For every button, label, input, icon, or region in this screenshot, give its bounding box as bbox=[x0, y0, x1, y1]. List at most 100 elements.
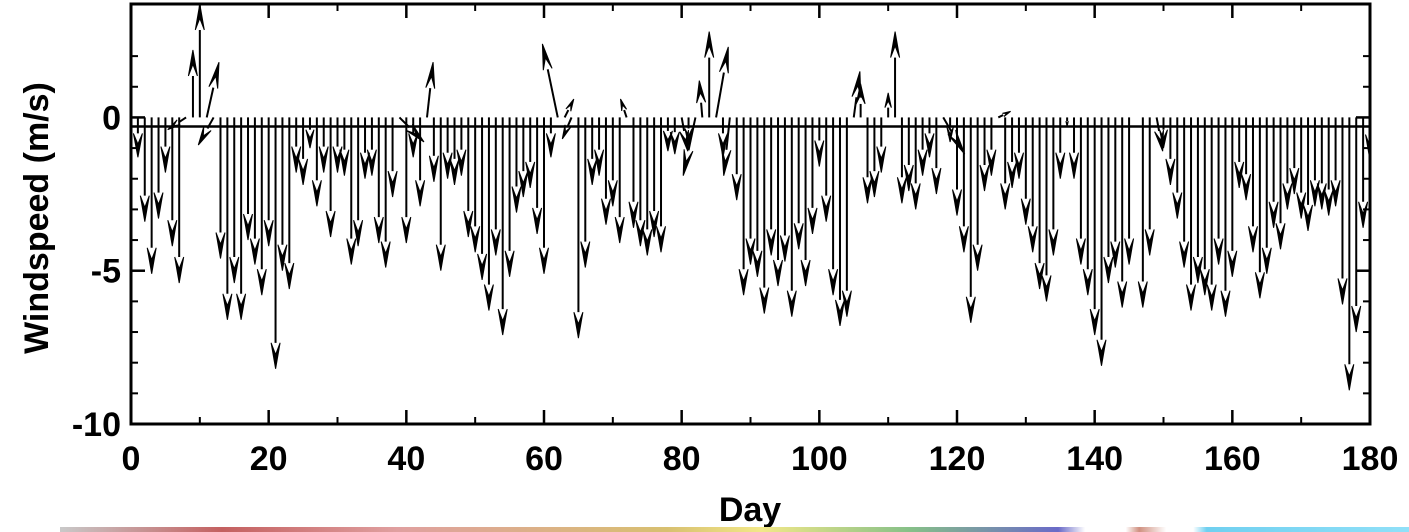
vector-arrowhead bbox=[1199, 269, 1210, 296]
vector-arrowhead bbox=[532, 207, 543, 234]
vector-shaft bbox=[398, 116, 410, 128]
wind-vector bbox=[715, 46, 729, 118]
wind-vector bbox=[855, 83, 866, 118]
wind-vector bbox=[614, 117, 625, 244]
vector-arrowhead bbox=[662, 130, 673, 152]
vector-shaft bbox=[563, 109, 570, 118]
vector-arrowhead bbox=[243, 213, 253, 241]
wind-vector bbox=[1096, 117, 1107, 366]
vector-arrowhead bbox=[504, 250, 515, 277]
vector-arrowhead bbox=[284, 262, 295, 290]
vector-arrowhead bbox=[1020, 198, 1031, 225]
vector-arrowhead bbox=[821, 195, 832, 222]
vector-arrowhead bbox=[731, 174, 742, 201]
wind-vector bbox=[380, 117, 391, 268]
wind-vector bbox=[1289, 117, 1300, 195]
wind-vector bbox=[649, 117, 660, 238]
wind-vector bbox=[490, 117, 501, 256]
wind-vector bbox=[1337, 117, 1348, 305]
vector-arrowhead bbox=[946, 126, 954, 143]
wind-vector bbox=[298, 117, 309, 185]
wind-vector bbox=[1082, 117, 1093, 296]
vector-arrowhead bbox=[924, 133, 935, 158]
wind-vector bbox=[311, 117, 322, 207]
vector-arrowhead bbox=[197, 126, 212, 146]
wind-vector bbox=[456, 117, 467, 176]
wind-vector bbox=[1268, 117, 1279, 228]
vector-arrowhead bbox=[958, 226, 969, 253]
wind-vector bbox=[1282, 117, 1293, 210]
vector-arrowhead bbox=[807, 207, 818, 234]
wind-vector bbox=[1089, 117, 1100, 336]
wind-vector bbox=[277, 117, 288, 271]
vector-arrowhead bbox=[1234, 161, 1245, 188]
vector-arrowhead bbox=[360, 152, 370, 179]
vector-arrowhead bbox=[759, 287, 770, 314]
vector-arrowhead bbox=[387, 170, 398, 198]
wind-vector bbox=[972, 117, 983, 271]
wind-vector bbox=[800, 117, 811, 287]
wind-vector bbox=[745, 117, 756, 265]
wind-vector bbox=[325, 117, 336, 238]
vector-arrowhead bbox=[656, 226, 666, 253]
vector-arrowhead bbox=[415, 180, 426, 207]
vector-arrowhead bbox=[573, 312, 584, 339]
wind-vector bbox=[318, 117, 329, 173]
wind-vector bbox=[793, 117, 804, 250]
vector-shaft bbox=[687, 117, 697, 151]
wind-vector bbox=[1248, 117, 1258, 253]
wind-vector bbox=[752, 117, 763, 277]
vector-arrowhead bbox=[561, 124, 572, 140]
wind-vector bbox=[1296, 117, 1307, 219]
vector-arrowhead bbox=[965, 296, 976, 323]
vector-arrowhead bbox=[1206, 284, 1217, 311]
vector-arrowhead bbox=[511, 186, 522, 213]
vector-arrowhead bbox=[607, 180, 618, 207]
wind-vector bbox=[759, 117, 770, 314]
vector-arrowhead bbox=[1110, 241, 1121, 268]
vector-arrowhead bbox=[545, 133, 556, 158]
wind-vector bbox=[862, 117, 873, 204]
wind-vector bbox=[1344, 117, 1355, 391]
vector-arrowhead bbox=[1289, 167, 1300, 195]
vector-shaft bbox=[700, 102, 704, 118]
wind-vector bbox=[366, 117, 377, 176]
wind-vector bbox=[205, 62, 220, 118]
wind-vector bbox=[890, 31, 901, 118]
wind-vector bbox=[284, 117, 295, 290]
vector-arrowhead bbox=[318, 146, 329, 173]
vector-arrowhead bbox=[682, 149, 694, 176]
vector-arrowhead bbox=[194, 4, 205, 31]
vector-arrowhead bbox=[425, 62, 436, 89]
vector-arrowhead bbox=[779, 235, 790, 262]
wind-vector bbox=[841, 117, 852, 317]
vector-arrowhead bbox=[270, 342, 281, 369]
wind-vector bbox=[339, 117, 350, 176]
wind-vector bbox=[696, 80, 707, 118]
wind-vector bbox=[580, 117, 591, 268]
vector-arrowhead bbox=[167, 220, 178, 247]
wind-vector bbox=[986, 117, 997, 176]
wind-vector bbox=[662, 117, 673, 152]
wind-vector bbox=[814, 117, 825, 167]
wind-vector bbox=[373, 117, 384, 244]
wind-vector bbox=[197, 116, 215, 146]
wind-vector bbox=[229, 117, 240, 284]
wind-vector bbox=[401, 117, 412, 244]
vector-arrowhead bbox=[298, 158, 309, 185]
vector-arrowhead bbox=[435, 244, 446, 271]
vector-arrowhead bbox=[1261, 247, 1272, 274]
vector-arrowhead bbox=[160, 146, 171, 173]
wind-vector bbox=[1323, 117, 1334, 216]
vector-arrowhead bbox=[1014, 152, 1024, 179]
wind-vector bbox=[1241, 117, 1252, 201]
x-tick-label: 20 bbox=[250, 440, 288, 478]
wind-vector bbox=[731, 117, 742, 201]
vector-arrowhead bbox=[1282, 183, 1293, 210]
wind-vector bbox=[869, 117, 880, 198]
y-tick-label: 0 bbox=[102, 99, 121, 137]
vector-arrowhead bbox=[236, 293, 247, 320]
vector-arrowhead bbox=[1213, 238, 1224, 265]
y-axis-title: Windspeed (m/s) bbox=[18, 82, 56, 354]
wind-vector bbox=[821, 117, 832, 222]
